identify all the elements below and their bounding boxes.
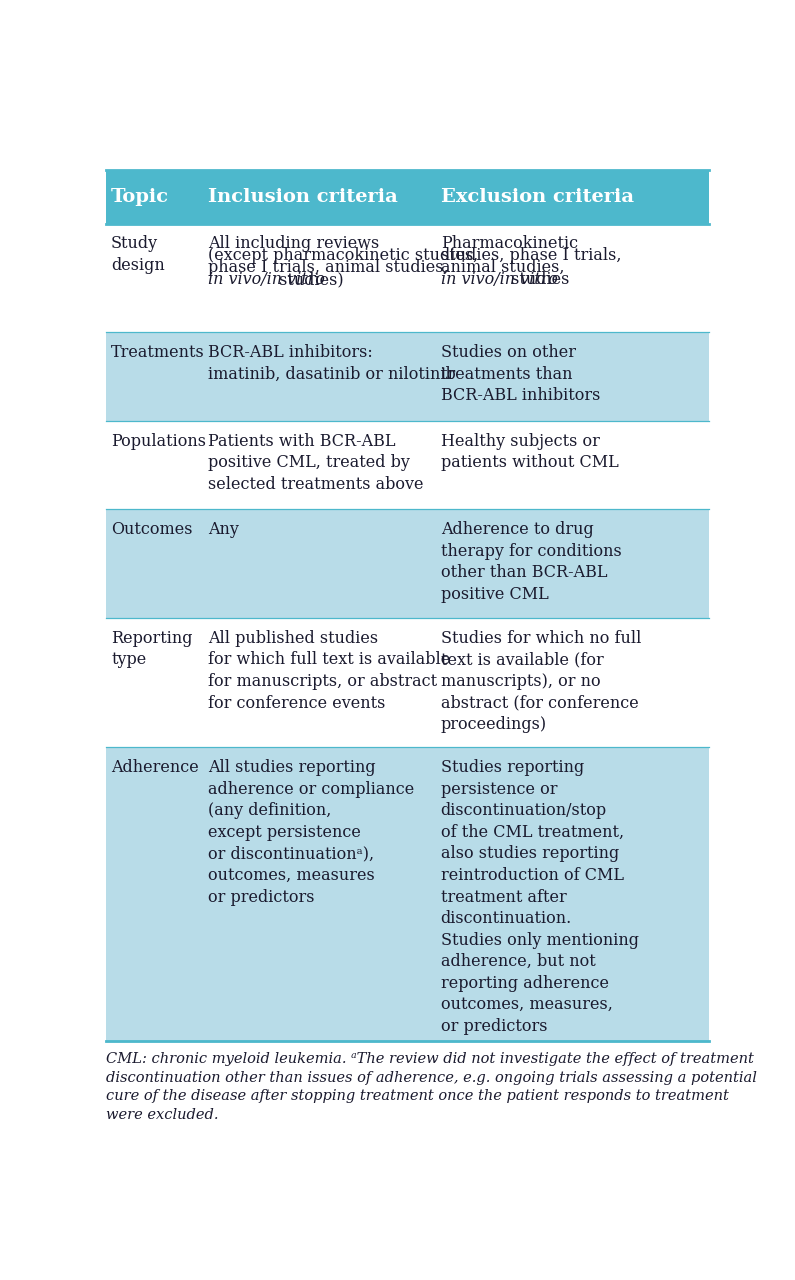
Bar — [106, 509, 709, 618]
Bar — [106, 333, 709, 421]
Text: Adherence to drug
therapy for conditions
other than BCR-ABL
positive CML: Adherence to drug therapy for conditions… — [440, 521, 622, 603]
Text: All including reviews: All including reviews — [208, 236, 380, 252]
Bar — [106, 748, 709, 1041]
Text: animal studies,: animal studies, — [440, 260, 564, 276]
Text: in vivo/in vitro: in vivo/in vitro — [440, 271, 557, 288]
Text: Adherence: Adherence — [111, 759, 199, 776]
Text: Pharmacokinetic: Pharmacokinetic — [440, 236, 578, 252]
Text: Exclusion criteria: Exclusion criteria — [440, 188, 634, 206]
Text: All published studies
for which full text is available
for manuscripts, or abstr: All published studies for which full tex… — [208, 630, 451, 712]
Text: BCR-ABL inhibitors:
imatinib, dasatinib or nilotinib: BCR-ABL inhibitors: imatinib, dasatinib … — [208, 344, 456, 383]
Text: Healthy subjects or
patients without CML: Healthy subjects or patients without CML — [440, 433, 619, 471]
Text: studies): studies) — [273, 271, 343, 288]
Text: Patients with BCR-ABL
positive CML, treated by
selected treatments above: Patients with BCR-ABL positive CML, trea… — [208, 433, 424, 493]
Bar — [106, 170, 709, 224]
Text: in vivo/in vitro: in vivo/in vitro — [208, 271, 325, 288]
Text: Treatments: Treatments — [111, 344, 205, 361]
Bar — [106, 224, 709, 333]
Text: studies, phase I trials,: studies, phase I trials, — [440, 247, 621, 265]
Text: Outcomes: Outcomes — [111, 521, 192, 538]
Text: studies: studies — [506, 271, 569, 288]
Text: Studies for which no full
text is available (for
manuscripts), or no
abstract (f: Studies for which no full text is availa… — [440, 630, 641, 733]
Bar — [106, 618, 709, 748]
Text: Inclusion criteria: Inclusion criteria — [208, 188, 398, 206]
Text: Topic: Topic — [111, 188, 169, 206]
Text: (except pharmacokinetic studies,: (except pharmacokinetic studies, — [208, 247, 479, 265]
Bar — [106, 421, 709, 509]
Text: Populations: Populations — [111, 433, 206, 449]
Text: Studies reporting
persistence or
discontinuation/stop
of the CML treatment,
also: Studies reporting persistence or discont… — [440, 759, 638, 1034]
Text: Study
design: Study design — [111, 236, 165, 274]
Text: phase I trials, animal studies,: phase I trials, animal studies, — [208, 260, 449, 276]
Text: Studies on other
treatments than
BCR-ABL inhibitors: Studies on other treatments than BCR-ABL… — [440, 344, 600, 404]
Text: CML: chronic myeloid leukemia. ᵃThe review did not investigate the effect of tre: CML: chronic myeloid leukemia. ᵃThe revi… — [106, 1052, 756, 1121]
Text: Any: Any — [208, 521, 239, 538]
Text: Reporting
type: Reporting type — [111, 630, 192, 668]
Text: All studies reporting
adherence or compliance
(any definition,
except persistenc: All studies reporting adherence or compl… — [208, 759, 415, 905]
